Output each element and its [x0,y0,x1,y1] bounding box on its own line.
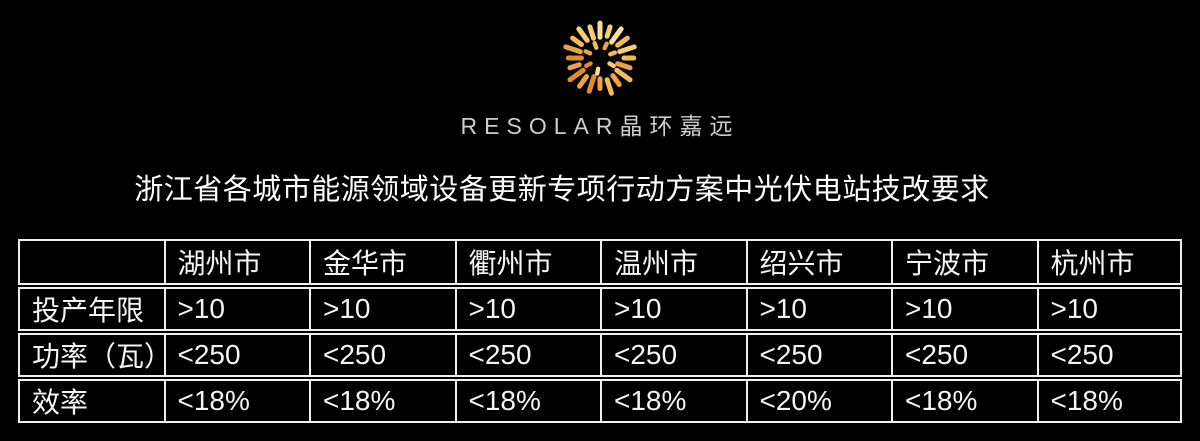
value-cell: >10 [1036,287,1182,331]
starburst-ray [586,74,597,94]
value-cell: <250 [891,333,1037,377]
value-cell: >10 [745,287,891,331]
row-label: 效率 [18,379,164,423]
table-container: 湖州市 金华市 衢州市 温州市 绍兴市 宁波市 杭州市 投产年限 >10 >10 >10 >10 >10… [18,237,1200,425]
value-cell: <18% [309,379,455,423]
starburst-ray [604,24,613,39]
column-header: 温州市 [600,239,746,285]
value-cell: <18% [454,379,600,423]
value-cell: <250 [1036,333,1182,377]
starburst-ray [567,67,586,83]
table-row: 功率（瓦） <250 <250 <250 <250 <250 <250 <250 [18,333,1182,377]
page-title: 浙江省各城市能源领域设备更新专项行动方案中光伏电站技改要求 [134,174,990,206]
logo: RESOLAR晶环嘉远 [0,0,1200,141]
starburst-ray [576,74,590,89]
column-header: 衢州市 [454,239,600,285]
column-header: 宁波市 [891,239,1037,285]
row-label: 投产年限 [18,287,164,331]
logo-text: RESOLAR晶环嘉远 [460,113,740,139]
column-header: 金华市 [309,239,455,285]
value-cell: >10 [454,287,600,331]
row-label: 功率（瓦） [18,333,164,377]
starburst-ray [615,35,630,48]
value-cell: >10 [309,287,455,331]
starburst-icon [563,20,637,96]
value-cell: <18% [600,379,746,423]
starburst-ray [570,35,584,48]
starburst-ray [617,44,637,55]
value-cell: <250 [745,333,891,377]
starburst-ray [608,50,618,57]
starburst-ray [567,62,582,71]
value-cell: <18% [163,379,309,423]
starburst-ray [607,61,616,69]
starburst-ray [584,61,593,69]
value-cell: <250 [454,333,600,377]
starburst-ray [615,61,633,71]
value-cell: >10 [891,287,1037,331]
value-cell: <18% [1036,379,1182,423]
starburst-ray [576,26,590,43]
starburst-ray [602,41,609,51]
value-cell: >10 [163,287,309,331]
column-header: 绍兴市 [745,239,891,285]
requirements-table: 湖州市 金华市 衢州市 温州市 绍兴市 宁波市 杭州市 投产年限 >10 >10 >10 >10 >10… [18,237,1182,425]
value-cell: >10 [600,287,746,331]
starburst-ray [587,24,597,41]
column-header: 杭州市 [1036,239,1182,285]
table-row: 效率 <18% <18% <18% <18% <20% <18% <18% [18,379,1182,423]
value-cell: <18% [891,379,1037,423]
starburst-ray [595,66,601,76]
corner-cell [18,239,164,285]
starburst-ray [583,49,593,56]
value-cell: <20% [745,379,891,423]
starburst-ray [610,73,622,87]
starburst-ray [614,67,633,83]
column-header: 湖州市 [163,239,309,285]
starburst-ray [609,26,624,45]
starburst-ray [604,77,614,96]
starburst-ray [563,44,583,55]
starburst-ray [592,40,599,50]
header-row: 湖州市 金华市 衢州市 温州市 绍兴市 宁波市 杭州市 [18,239,1182,285]
value-cell: <250 [309,333,455,377]
table-row: 投产年限 >10 >10 >10 >10 >10 >10 >10 [18,287,1182,331]
value-cell: <250 [600,333,746,377]
value-cell: <250 [163,333,309,377]
